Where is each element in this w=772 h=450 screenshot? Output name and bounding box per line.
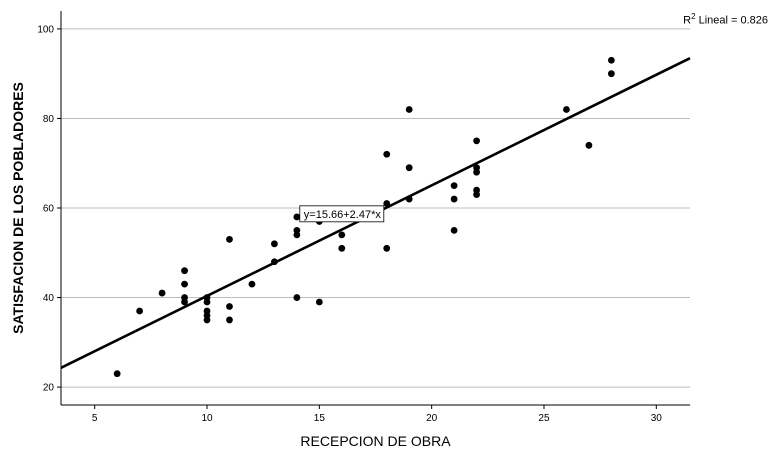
fit-equation-label: y=15.66+2.47*x — [304, 209, 382, 221]
scatter-point — [405, 195, 413, 203]
data-points — [113, 56, 615, 378]
scatter-point — [607, 70, 615, 78]
scatter-point — [136, 307, 144, 315]
scatter-point — [405, 164, 413, 172]
r-squared-label: R2 Lineal = 0.826 — [683, 12, 768, 27]
scatter-point — [293, 231, 301, 239]
scatter-point — [226, 235, 233, 243]
scatter-point — [271, 240, 278, 248]
y-tick-label: 60 — [43, 204, 55, 215]
scatter-point — [473, 168, 480, 176]
scatter-point — [383, 244, 391, 252]
scatter-point — [181, 267, 188, 275]
scatter-point — [338, 231, 346, 239]
x-tick-label: 25 — [538, 413, 550, 424]
scatter-point — [450, 226, 458, 234]
scatter-point — [248, 280, 256, 288]
scatter-point — [405, 106, 413, 113]
tick-labels: 20 40 60 80 100 5 10 15 20 25 30 — [37, 24, 662, 424]
y-axis-label: SATISFACION DE LOS POBLADORES — [10, 82, 26, 334]
x-tick-label: 5 — [92, 413, 98, 424]
y-tick-label: 80 — [43, 114, 55, 125]
scatter-point — [158, 289, 166, 297]
scatter-point — [226, 303, 233, 310]
y-tick-label: 100 — [37, 24, 54, 35]
scatter-point — [473, 191, 480, 198]
x-tick-label: 10 — [201, 413, 213, 424]
scatter-point — [383, 200, 391, 207]
fit-equation-frame — [299, 205, 385, 223]
scatter-point — [585, 141, 593, 149]
scatter-point — [271, 258, 278, 266]
x-tick-label: 15 — [314, 413, 326, 424]
scatter-point — [338, 244, 346, 252]
axes — [57, 11, 690, 409]
scatter-point — [203, 316, 211, 324]
scatter-point — [226, 316, 233, 324]
fit-equation-box: y=15.66+2.47*x — [299, 205, 385, 223]
scatter-point — [563, 106, 570, 113]
scatter-point — [315, 298, 323, 306]
y-tick-label: 20 — [43, 383, 55, 394]
scatter-point — [293, 213, 301, 221]
scatter-point — [181, 298, 188, 306]
x-tick-label: 20 — [426, 413, 438, 424]
scatter-point — [203, 298, 211, 306]
x-tick-label: 30 — [651, 413, 663, 424]
scatter-point — [450, 182, 458, 190]
scatter-point — [607, 56, 615, 64]
scatter-point — [383, 150, 391, 158]
y-tick-label: 40 — [43, 293, 55, 304]
scatter-point — [113, 370, 121, 378]
scatter-point — [473, 137, 480, 145]
scatter-point — [293, 294, 301, 301]
scatter-point — [181, 280, 188, 288]
scatter-point — [450, 195, 458, 203]
x-axis-label: RECEPCION DE OBRA — [300, 433, 451, 449]
